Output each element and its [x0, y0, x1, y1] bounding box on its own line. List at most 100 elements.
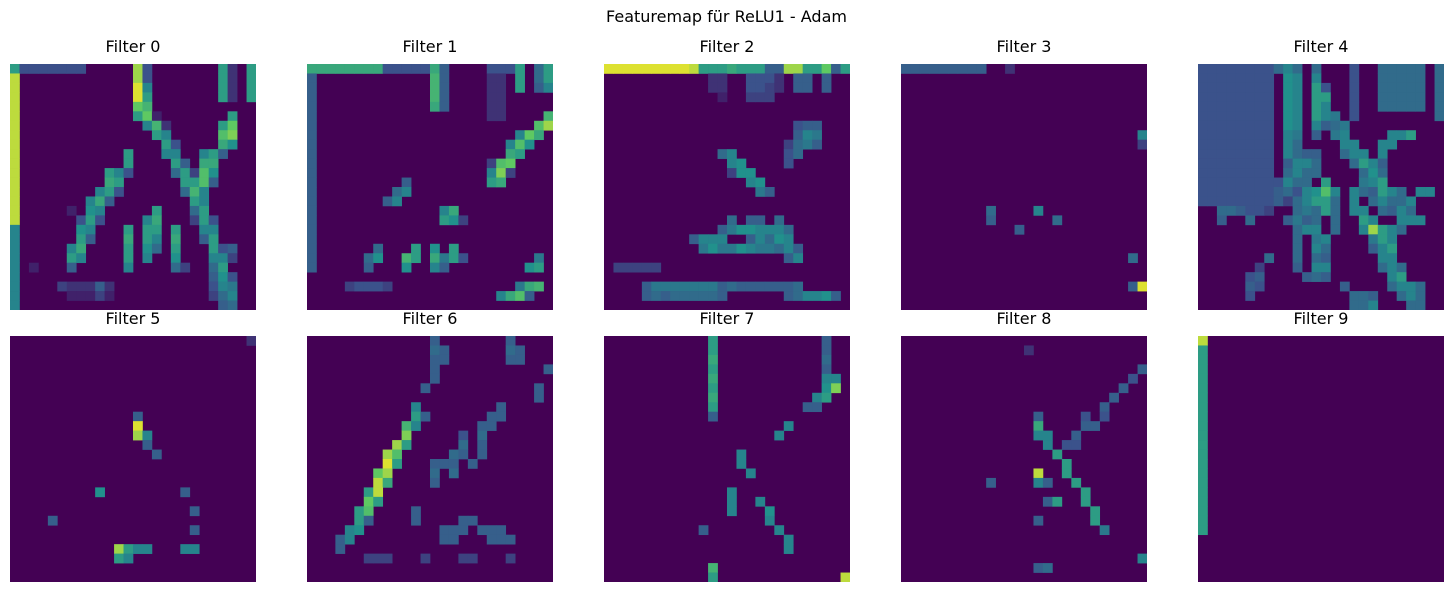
heatmap-cell [1434, 111, 1444, 122]
heatmap-cell [420, 383, 431, 394]
heatmap-cell [812, 130, 822, 141]
heatmap-cell [307, 262, 317, 273]
heatmap-cell [151, 449, 162, 460]
heatmap-cell [1198, 515, 1208, 526]
heatmap-cell [382, 281, 393, 292]
heatmap-cell [764, 506, 775, 517]
heatmap-cell [1415, 300, 1426, 310]
heatmap-cell [986, 205, 996, 216]
heatmap-cell [1024, 345, 1034, 356]
heatmap-cell [1292, 120, 1303, 131]
heatmap-cell [218, 272, 228, 282]
heatmap-cell [373, 487, 384, 498]
heatmap-cell [47, 515, 58, 526]
heatmap-cell [1321, 253, 1331, 264]
heatmap-cell [151, 215, 162, 226]
heatmap-cell [401, 262, 412, 273]
heatmap-cell [10, 215, 20, 226]
heatmap-cell [382, 553, 393, 564]
filter-panel-6: Filter 6 [307, 308, 553, 582]
heatmap-cell [458, 449, 469, 460]
heatmap-cell [133, 64, 143, 74]
heatmap-cell [430, 253, 440, 264]
heatmap-cell [142, 440, 153, 450]
heatmap-cell [1292, 215, 1303, 226]
heatmap-cell [373, 253, 384, 264]
heatmap-cell [745, 224, 756, 235]
heatmap-9 [1198, 336, 1444, 582]
heatmap-8 [901, 336, 1147, 582]
heatmap-cell [1198, 92, 1208, 103]
heatmap-cell [142, 224, 153, 235]
heatmap-cell [1358, 215, 1369, 226]
heatmap-cell [745, 177, 756, 188]
heatmap-cell [1387, 187, 1398, 197]
heatmap-cell [1216, 168, 1227, 178]
heatmap-cell [1235, 139, 1246, 150]
heatmap-cell [1245, 120, 1256, 131]
heatmap-cell [1198, 468, 1208, 479]
heatmap-cell [515, 354, 525, 365]
heatmap-cell [745, 468, 756, 479]
heatmap-cell [1235, 177, 1246, 188]
heatmap-cell [736, 224, 747, 235]
heatmap-cell [764, 187, 775, 197]
heatmap-cell [736, 243, 747, 254]
heatmap-cell [783, 158, 794, 169]
heatmap-cell [170, 224, 181, 235]
heatmap-cell [1302, 272, 1312, 282]
heatmap-cell [1245, 101, 1256, 112]
heatmap-cell [543, 120, 553, 131]
heatmap-cell [524, 262, 535, 273]
heatmap-cell [10, 196, 20, 207]
heatmap-cell [199, 158, 210, 169]
heatmap-cell [515, 130, 525, 141]
heatmap-cell [392, 440, 402, 450]
heatmap-cell [1198, 506, 1208, 517]
heatmap-cell [123, 234, 134, 245]
heatmap-cell [1330, 187, 1341, 197]
heatmap-cell [189, 525, 200, 536]
heatmap-cell [1198, 82, 1208, 93]
heatmap-cell [1292, 73, 1303, 84]
heatmap-cell [218, 92, 228, 103]
heatmap-cell [1283, 120, 1293, 131]
heatmap-cell [123, 243, 134, 254]
heatmap-cell [812, 291, 822, 301]
heatmap-cell [307, 139, 317, 150]
heatmap-cell [1415, 92, 1426, 103]
heatmap-cell [448, 215, 459, 226]
heatmap-cell [774, 73, 785, 84]
heatmap-cell [1042, 440, 1053, 450]
heatmap-cell [1080, 411, 1091, 422]
heatmap-cell [708, 411, 718, 422]
heatmap-cell [170, 253, 181, 264]
heatmap-cell [651, 291, 662, 301]
heatmap-cell [104, 187, 115, 197]
heatmap-cell [840, 572, 850, 582]
heatmap-cell [1273, 187, 1284, 197]
heatmap-cell [496, 525, 507, 536]
heatmap-cell [363, 64, 374, 74]
heatmap-cell [161, 139, 172, 150]
heatmap-cell [227, 64, 238, 74]
heatmap-cell [85, 291, 96, 301]
heatmap-cell [802, 120, 813, 131]
heatmap-cell [1042, 563, 1053, 573]
heatmap-cell [764, 92, 775, 103]
heatmap-cell [708, 383, 718, 394]
heatmap-cell [821, 383, 832, 394]
heatmap-cell [1330, 111, 1341, 122]
heatmap-cell [335, 64, 346, 74]
heatmap-cell [1311, 168, 1322, 178]
heatmap-cell [821, 373, 832, 384]
heatmap-cell [774, 82, 785, 93]
heatmap-cell [641, 291, 652, 301]
heatmap-cell [802, 82, 813, 93]
heatmap-cell [1264, 196, 1275, 207]
heatmap-cell [133, 111, 143, 122]
heatmap-cell [1292, 168, 1303, 178]
heatmap-cell [1302, 215, 1312, 226]
heatmap-cell [1434, 101, 1444, 112]
heatmap-cell [793, 291, 804, 301]
